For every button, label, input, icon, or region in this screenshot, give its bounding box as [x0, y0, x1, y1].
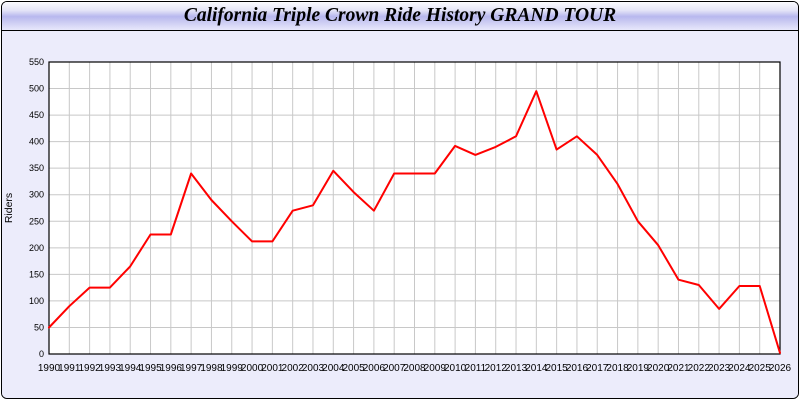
svg-text:400: 400 — [29, 137, 44, 147]
svg-text:2017: 2017 — [586, 363, 609, 374]
svg-text:1995: 1995 — [139, 363, 162, 374]
svg-text:1992: 1992 — [78, 363, 101, 374]
svg-text:2015: 2015 — [546, 363, 569, 374]
svg-text:2007: 2007 — [383, 363, 406, 374]
svg-text:1994: 1994 — [119, 363, 142, 374]
svg-text:2021: 2021 — [667, 363, 690, 374]
svg-text:1996: 1996 — [160, 363, 183, 374]
svg-text:2020: 2020 — [647, 363, 670, 374]
svg-text:2006: 2006 — [363, 363, 386, 374]
svg-text:2023: 2023 — [708, 363, 731, 374]
svg-text:1991: 1991 — [58, 363, 81, 374]
svg-text:300: 300 — [29, 190, 44, 200]
svg-text:350: 350 — [29, 163, 44, 173]
svg-text:1997: 1997 — [180, 363, 203, 374]
svg-text:1999: 1999 — [221, 363, 244, 374]
svg-text:550: 550 — [29, 57, 44, 67]
svg-text:2003: 2003 — [302, 363, 325, 374]
svg-text:50: 50 — [34, 322, 44, 332]
svg-text:2012: 2012 — [485, 363, 508, 374]
svg-text:2025: 2025 — [749, 363, 772, 374]
svg-text:Riders: Riders — [3, 193, 15, 223]
svg-text:2004: 2004 — [322, 363, 345, 374]
svg-text:2005: 2005 — [342, 363, 365, 374]
svg-text:2001: 2001 — [261, 363, 284, 374]
svg-text:1990: 1990 — [38, 363, 61, 374]
svg-text:2019: 2019 — [627, 363, 650, 374]
svg-text:100: 100 — [29, 296, 44, 306]
svg-text:500: 500 — [29, 84, 44, 94]
svg-text:2026: 2026 — [769, 363, 792, 374]
svg-text:2010: 2010 — [444, 363, 467, 374]
svg-text:2014: 2014 — [525, 363, 548, 374]
svg-text:2016: 2016 — [566, 363, 589, 374]
svg-text:0: 0 — [39, 349, 44, 359]
svg-text:2024: 2024 — [728, 363, 751, 374]
svg-text:150: 150 — [29, 269, 44, 279]
svg-text:1998: 1998 — [200, 363, 223, 374]
svg-text:250: 250 — [29, 216, 44, 226]
svg-text:450: 450 — [29, 110, 44, 120]
svg-text:200: 200 — [29, 243, 44, 253]
svg-text:2000: 2000 — [241, 363, 264, 374]
svg-text:2018: 2018 — [606, 363, 629, 374]
svg-text:1993: 1993 — [99, 363, 122, 374]
svg-text:2022: 2022 — [688, 363, 711, 374]
svg-text:2002: 2002 — [282, 363, 305, 374]
svg-text:2013: 2013 — [505, 363, 528, 374]
svg-text:2009: 2009 — [424, 363, 447, 374]
svg-text:2011: 2011 — [465, 363, 487, 374]
svg-text:2008: 2008 — [403, 363, 426, 374]
